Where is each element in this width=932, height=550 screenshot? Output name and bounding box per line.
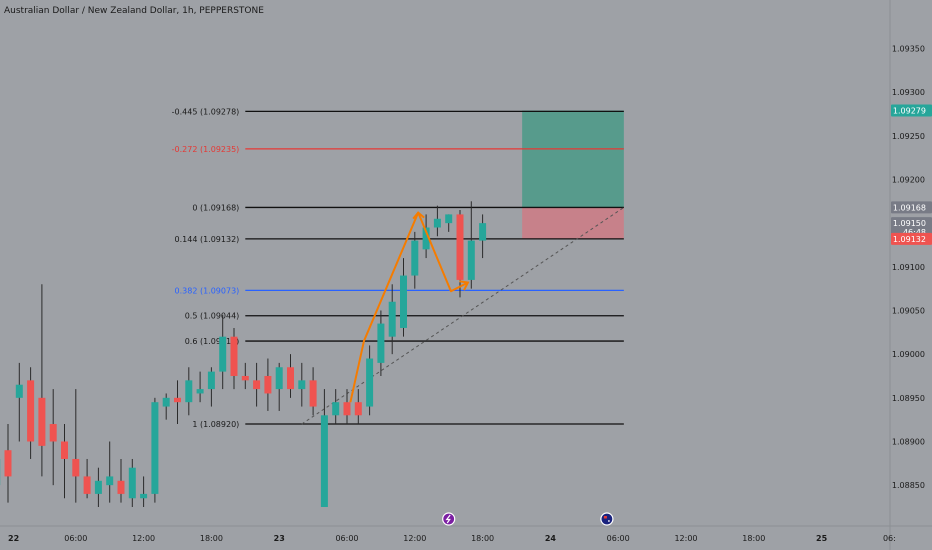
- price-badge-label: 1.09279: [893, 106, 926, 115]
- candle-body: [298, 380, 306, 390]
- candle-body: [411, 240, 419, 276]
- x-tick-label: 06:00: [335, 534, 358, 543]
- price-badge: [891, 217, 932, 238]
- fib-level-label: 0.5 (1.09044): [185, 312, 240, 321]
- candle-body: [400, 275, 407, 328]
- candle-body: [287, 367, 294, 390]
- flag-union-glyph: [603, 516, 607, 519]
- x-tick-label: 12:00: [132, 534, 155, 543]
- chart-title: Australian Dollar / New Zealand Dollar, …: [4, 6, 264, 16]
- y-tick-label: 1.08850: [892, 481, 925, 490]
- candle-body: [174, 397, 181, 403]
- price-badge-label: 1.09132: [893, 235, 926, 244]
- candle-body: [15, 384, 23, 398]
- candle-body: [456, 214, 464, 280]
- price-badge-label: 1.09168: [893, 203, 926, 212]
- price-badge-label: 1.09150: [893, 219, 926, 228]
- y-tick-label: 1.09000: [892, 350, 925, 359]
- candle-body: [377, 323, 385, 363]
- fib-level-label: -0.445 (1.09278): [172, 107, 240, 116]
- candle-body: [185, 380, 193, 403]
- au-flag-event-icon[interactable]: [600, 512, 614, 526]
- candle-body: [219, 336, 227, 372]
- price-badge-countdown: 46:48: [903, 228, 926, 237]
- price-badge: [891, 104, 932, 117]
- fib-level-label: 0.382 (1.09073): [175, 286, 240, 295]
- candle-body: [467, 240, 475, 280]
- candle-body: [140, 493, 148, 499]
- fib-level-label: 0.6 (1.09015): [185, 337, 240, 346]
- y-tick-label: 1.09350: [892, 44, 925, 53]
- candle-body: [27, 380, 35, 442]
- y-tick-label: 1.08950: [892, 394, 925, 403]
- price-badge: [891, 232, 932, 245]
- candle-body: [207, 371, 215, 390]
- fib-level-label: -0.272 (1.09235): [172, 145, 240, 154]
- candle-body: [445, 214, 453, 224]
- x-tick-label: 18:00: [200, 534, 223, 543]
- flag-star-glyph: [608, 520, 610, 522]
- candle-body: [366, 358, 374, 407]
- candle-body: [49, 424, 57, 442]
- candle-body: [61, 441, 68, 459]
- candle-body: [128, 467, 136, 499]
- arrow-head-icon: [459, 280, 470, 291]
- arrow-peak-icon: [412, 211, 425, 220]
- x-tick-label: 06:00: [607, 534, 630, 543]
- fib-level-label: 1 (1.08920): [192, 420, 239, 429]
- candle-body: [4, 450, 12, 477]
- candle-body: [241, 375, 249, 381]
- candle-body: [309, 380, 317, 407]
- x-tick-label: 25: [816, 534, 828, 543]
- candle-body: [320, 415, 328, 507]
- fib-level-label: 0.144 (1.09132): [175, 235, 240, 244]
- candle-body: [162, 397, 170, 407]
- x-tick-label: 06:00: [64, 534, 87, 543]
- candle-body: [388, 301, 396, 337]
- candle-body: [343, 402, 351, 416]
- y-tick-label: 1.09300: [892, 88, 925, 97]
- candle-body: [230, 336, 238, 376]
- candle-body: [151, 402, 159, 494]
- candle-body: [275, 367, 283, 390]
- y-tick-label: 1.09250: [892, 132, 925, 141]
- trend-line: [301, 207, 625, 425]
- lightning-glyph: [445, 514, 451, 524]
- x-tick-label: 22: [8, 534, 19, 543]
- x-tick-label: 18:00: [742, 534, 765, 543]
- fib-level-label: 0 (1.09168): [192, 203, 239, 212]
- candle-body: [38, 397, 46, 446]
- x-tick-label: 06:: [883, 534, 896, 543]
- candle-body: [196, 389, 204, 394]
- candle-body: [117, 480, 125, 494]
- candle-body: [479, 223, 487, 241]
- y-tick-label: 1.08900: [892, 437, 925, 446]
- y-tick-label: 1.09050: [892, 306, 925, 315]
- target-zone: [522, 110, 624, 208]
- candle-body: [72, 458, 80, 477]
- x-tick-label: 23: [274, 534, 285, 543]
- x-tick-label: 12:00: [674, 534, 697, 543]
- x-tick-label: 12:00: [403, 534, 426, 543]
- candle-body: [354, 402, 362, 416]
- candle-body: [253, 380, 261, 390]
- y-tick-label: 1.09200: [892, 175, 925, 184]
- price-badge: [891, 201, 932, 214]
- y-tick-label: 1.09100: [892, 263, 925, 272]
- x-tick-label: 24: [545, 534, 557, 543]
- stop-zone: [522, 207, 624, 239]
- candle-body: [332, 402, 340, 416]
- candle-body: [106, 476, 114, 486]
- candle-body: [422, 227, 430, 250]
- x-tick-label: 18:00: [471, 534, 494, 543]
- candle-body: [94, 480, 102, 494]
- candle-body: [433, 218, 441, 228]
- candle-body: [83, 476, 91, 494]
- candle-body: [264, 375, 272, 394]
